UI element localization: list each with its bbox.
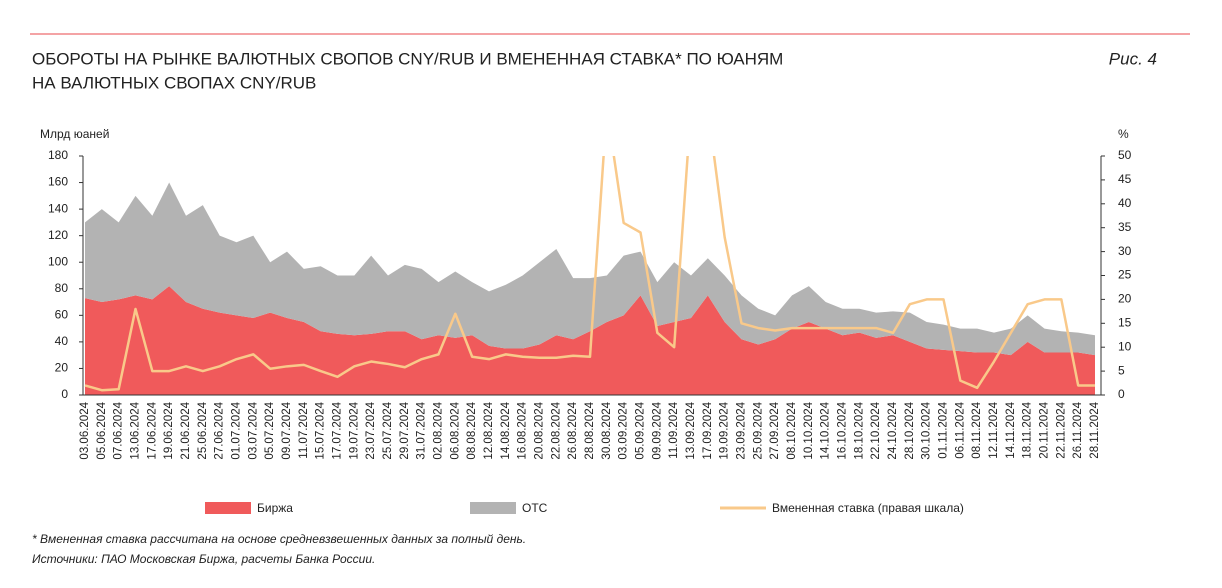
x-tick-label: 19.06.2024 xyxy=(163,401,175,459)
y2-tick-label: 0 xyxy=(1118,387,1125,401)
x-tick-label: 28.08.2024 xyxy=(584,401,596,459)
x-tick-label: 19.09.2024 xyxy=(719,401,731,459)
x-tick-label: 23.07.2024 xyxy=(365,401,377,459)
x-tick-label: 07.06.2024 xyxy=(113,401,125,459)
x-tick-label: 18.11.2024 xyxy=(1022,401,1034,458)
x-tick-label: 29.07.2024 xyxy=(399,401,411,459)
x-tick-label: 05.09.2024 xyxy=(635,401,647,459)
x-tick-label: 03.09.2024 xyxy=(618,401,630,459)
x-tick-label: 27.09.2024 xyxy=(769,401,781,459)
y-tick-label: 60 xyxy=(55,308,69,322)
y2-tick-label: 30 xyxy=(1118,244,1132,258)
x-tick-label: 05.06.2024 xyxy=(96,401,108,459)
x-tick-label: 26.11.2024 xyxy=(1072,401,1084,458)
x-tick-label: 28.11.2024 xyxy=(1089,401,1101,458)
x-tick-label: 19.07.2024 xyxy=(348,401,360,459)
x-tick-label: 02.08.2024 xyxy=(433,401,445,459)
chart-title-line: НА ВАЛЮТНЫХ СВОПАХ CNY/RUB xyxy=(32,73,316,92)
x-tick-label: 14.08.2024 xyxy=(500,401,512,459)
y2-tick-label: 25 xyxy=(1118,268,1132,282)
x-tick-label: 09.07.2024 xyxy=(281,401,293,459)
x-tick-label: 27.06.2024 xyxy=(214,401,226,459)
x-tick-label: 05.07.2024 xyxy=(264,401,276,459)
x-tick-label: 17.06.2024 xyxy=(146,401,158,459)
x-tick-label: 23.09.2024 xyxy=(736,401,748,459)
y-tick-label: 40 xyxy=(55,334,69,348)
x-tick-label: 01.11.2024 xyxy=(938,401,950,458)
legend-swatch xyxy=(205,502,251,514)
chart-title-line: ОБОРОТЫ НА РЫНКЕ ВАЛЮТНЫХ СВОПОВ CNY/RUB… xyxy=(32,49,783,68)
footnote: Источники: ПАО Московская Биржа, расчеты… xyxy=(32,552,375,566)
x-tick-label: 12.08.2024 xyxy=(483,401,495,459)
y-axis-label: Млрд юаней xyxy=(40,127,109,141)
area xyxy=(85,182,1095,356)
x-tick-label: 25.07.2024 xyxy=(382,401,394,459)
figure-label: Рис. 4 xyxy=(1109,49,1157,68)
x-tick-label: 30.08.2024 xyxy=(601,401,613,459)
x-tick-label: 25.09.2024 xyxy=(752,401,764,459)
x-tick-label: 08.11.2024 xyxy=(971,401,983,458)
x-tick-label: 13.09.2024 xyxy=(685,401,697,459)
y2-tick-label: 5 xyxy=(1118,363,1125,377)
x-tick-label: 11.09.2024 xyxy=(668,401,680,458)
y2-tick-label: 45 xyxy=(1118,172,1132,186)
x-tick-label: 22.10.2024 xyxy=(870,401,882,459)
y-tick-label: 180 xyxy=(48,148,68,162)
x-tick-label: 15.07.2024 xyxy=(315,401,327,459)
x-tick-label: 31.07.2024 xyxy=(416,401,428,459)
y-tick-label: 100 xyxy=(48,254,68,268)
y2-tick-label: 40 xyxy=(1118,196,1132,210)
x-tick-label: 10.10.2024 xyxy=(803,401,815,459)
x-tick-label: 24.10.2024 xyxy=(887,401,899,459)
plot-area xyxy=(84,156,1095,395)
x-tick-label: 06.08.2024 xyxy=(449,401,461,459)
x-tick-label: 18.10.2024 xyxy=(853,401,865,459)
y-tick-label: 80 xyxy=(55,281,69,295)
x-tick-label: 14.11.2024 xyxy=(1005,401,1017,458)
y2-tick-label: 10 xyxy=(1118,339,1132,353)
x-tick-label: 26.08.2024 xyxy=(567,401,579,459)
legend-label: Вмененная ставка (правая шкала) xyxy=(772,501,964,515)
x-tick-label: 30.10.2024 xyxy=(921,401,933,459)
x-tick-label: 22.11.2024 xyxy=(1055,401,1067,458)
x-tick-label: 12.11.2024 xyxy=(988,401,1000,458)
x-tick-label: 14.10.2024 xyxy=(820,401,832,459)
legend-swatch xyxy=(470,502,516,514)
y-tick-label: 20 xyxy=(55,361,69,375)
x-tick-label: 06.11.2024 xyxy=(954,401,966,458)
x-tick-label: 28.10.2024 xyxy=(904,401,916,459)
x-tick-label: 08.08.2024 xyxy=(466,401,478,459)
y-tick-label: 160 xyxy=(48,175,68,189)
y2-axis-label: % xyxy=(1118,127,1129,141)
x-tick-label: 09.09.2024 xyxy=(651,401,663,459)
x-tick-label: 16.08.2024 xyxy=(517,401,529,459)
footnote: * Вмененная ставка рассчитана на основе … xyxy=(32,532,526,546)
x-tick-label: 03.07.2024 xyxy=(247,401,259,459)
x-tick-label: 11.07.2024 xyxy=(298,401,310,458)
y2-tick-label: 15 xyxy=(1118,315,1132,329)
x-tick-label: 21.06.2024 xyxy=(180,401,192,459)
x-tick-label: 03.06.2024 xyxy=(79,401,91,459)
x-tick-label: 08.10.2024 xyxy=(786,401,798,459)
x-tick-label: 22.08.2024 xyxy=(550,401,562,459)
y-tick-label: 120 xyxy=(48,228,68,242)
x-tick-label: 25.06.2024 xyxy=(197,401,209,459)
x-tick-label: 20.08.2024 xyxy=(534,401,546,459)
y-tick-label: 140 xyxy=(48,201,68,215)
y-tick-label: 0 xyxy=(61,387,68,401)
legend-label: OTC xyxy=(522,501,548,515)
x-tick-label: 16.10.2024 xyxy=(837,401,849,459)
x-tick-label: 20.11.2024 xyxy=(1039,401,1051,458)
y2-tick-label: 20 xyxy=(1118,292,1132,306)
y2-tick-label: 35 xyxy=(1118,220,1132,234)
x-tick-label: 17.07.2024 xyxy=(332,401,344,459)
line xyxy=(84,156,1095,392)
x-tick-label: 01.07.2024 xyxy=(231,401,243,459)
legend-label: Биржа xyxy=(257,501,293,515)
x-tick-label: 13.06.2024 xyxy=(130,401,142,459)
y2-tick-label: 50 xyxy=(1118,148,1132,162)
x-tick-label: 17.09.2024 xyxy=(702,401,714,459)
